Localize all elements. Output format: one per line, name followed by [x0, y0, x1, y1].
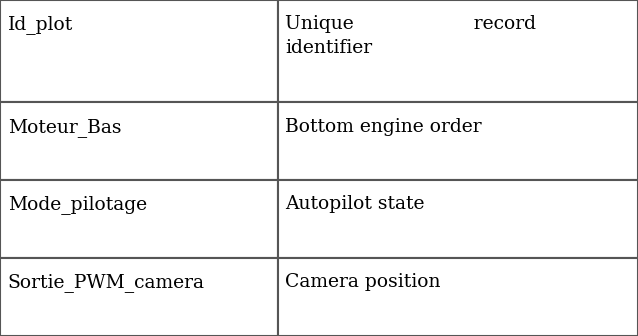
Text: Unique                    record
identifier: Unique record identifier — [285, 15, 536, 57]
Bar — [278, 258, 638, 336]
Text: Mode_pilotage: Mode_pilotage — [8, 195, 147, 214]
Text: Moteur_Bas: Moteur_Bas — [8, 118, 121, 136]
Bar — [0, 180, 278, 258]
Text: Sortie_PWM_camera: Sortie_PWM_camera — [8, 273, 205, 292]
Bar — [0, 258, 278, 336]
Text: Autopilot state: Autopilot state — [285, 195, 425, 213]
Text: Camera position: Camera position — [285, 273, 441, 291]
Bar — [278, 102, 638, 180]
Text: Bottom engine order: Bottom engine order — [285, 118, 482, 136]
Bar — [278, 180, 638, 258]
Bar — [278, 0, 638, 102]
Text: Id_plot: Id_plot — [8, 15, 73, 34]
Bar — [0, 0, 278, 102]
Bar — [0, 102, 278, 180]
